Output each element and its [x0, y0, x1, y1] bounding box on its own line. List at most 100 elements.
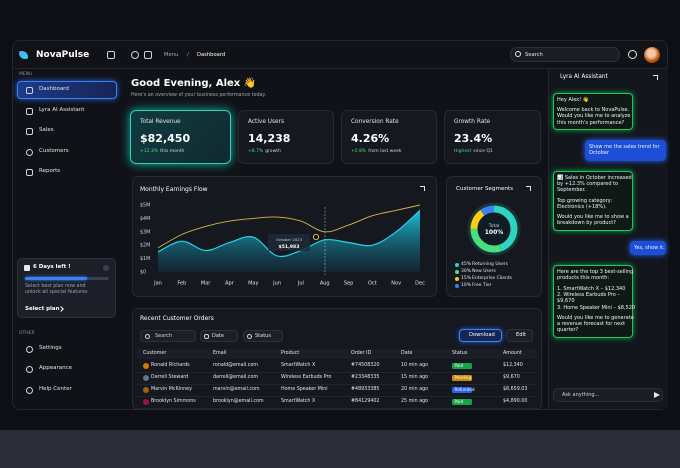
message-text: Welcome back to NovaPulse.	[557, 107, 630, 114]
kpi-label: Growth Rate	[454, 119, 491, 126]
legend-value: 15%	[461, 276, 472, 282]
chart-card	[132, 176, 437, 297]
kpi-note: from last week	[368, 149, 402, 155]
nav-item[interactable]: Appearance	[39, 365, 73, 372]
message-text: this month's performance?	[557, 119, 625, 126]
icon[interactable]	[26, 386, 33, 394]
table-search-placeholder[interactable]: Search	[155, 333, 173, 340]
message-text: September.	[557, 187, 586, 194]
status: Paid	[454, 363, 464, 369]
legend-value: 30%	[461, 269, 472, 275]
trial-text: unlock all special features	[25, 290, 88, 296]
message-text: products this month:	[557, 275, 610, 282]
breadcrumb[interactable]: Menu	[164, 51, 179, 58]
row-divider	[137, 408, 537, 409]
nav-item[interactable]: Reports	[39, 168, 61, 175]
search-placeholder[interactable]: Search	[525, 51, 543, 58]
icon[interactable]	[26, 168, 33, 176]
cell: Marvin McKinney	[151, 386, 192, 392]
divider	[12, 68, 668, 69]
filter[interactable]	[243, 330, 283, 342]
nav-item[interactable]: Settings	[39, 345, 62, 352]
cell: 25 min ago	[401, 398, 429, 404]
icon[interactable]	[628, 50, 637, 59]
message-text: October	[589, 150, 610, 157]
breadcrumb[interactable]: Dashboard	[197, 51, 226, 58]
status-pill	[452, 374, 472, 382]
nav-item[interactable]: Lyra AI Assistant	[39, 107, 85, 114]
kpi-card	[341, 110, 437, 164]
message-text: a revenue forecast for next	[557, 321, 626, 328]
icon[interactable]	[131, 51, 139, 59]
search-box[interactable]	[510, 47, 620, 62]
message-text: $9,670	[557, 298, 575, 305]
nav-item[interactable]: Customers	[39, 148, 69, 155]
close[interactable]	[103, 265, 109, 271]
icon[interactable]	[107, 51, 115, 59]
cell: #84129402	[351, 398, 380, 404]
icon[interactable]	[26, 365, 33, 373]
assistant-bubble	[553, 265, 633, 338]
edit-button[interactable]	[506, 329, 533, 342]
filter-label[interactable]: Date	[212, 333, 224, 340]
message-text: Hey Alex! 👋	[557, 96, 589, 103]
expand[interactable]	[526, 186, 531, 191]
user-bubble	[630, 240, 666, 256]
expand[interactable]	[420, 186, 425, 191]
column-header: Status	[452, 350, 468, 356]
customer-avatar	[143, 363, 149, 369]
download-button[interactable]	[459, 329, 502, 342]
assistant-title: Lyra AI Assistant	[560, 74, 608, 81]
badge	[24, 265, 30, 271]
assistant-bubble	[553, 170, 633, 231]
icon[interactable]	[26, 127, 33, 135]
message-text: 1. SmartWatch X – $12,340	[557, 285, 626, 292]
message-text: Would you like me to show a	[557, 214, 629, 221]
cell: ronald@email.com	[213, 362, 258, 368]
message-text: Show me the sales trend for	[589, 144, 660, 151]
edit-label[interactable]: Edit	[516, 332, 527, 339]
kpi-value: 23.4%	[454, 131, 493, 145]
kpi-delta: +0.8%	[351, 149, 367, 155]
chat-placeholder[interactable]: Ask anything...	[562, 391, 600, 398]
assistant-bubble	[553, 93, 633, 131]
kpi-value: $82,450	[140, 131, 191, 145]
nav-item[interactable]: Help Center	[39, 386, 72, 393]
filter[interactable]	[200, 330, 238, 342]
status-pill	[452, 398, 472, 406]
greeting-title: Good Evening, Alex 👋	[131, 78, 257, 90]
section-label: MENU	[19, 72, 33, 78]
table-header-bg	[137, 349, 537, 359]
trial-button[interactable]: Select plan	[25, 306, 60, 313]
kpi-label: Conversion Rate	[351, 119, 399, 126]
table-search[interactable]	[140, 330, 196, 342]
trial-title: 6 Days left !	[33, 264, 71, 271]
icon[interactable]	[26, 148, 33, 156]
icon[interactable]	[26, 345, 33, 353]
icon[interactable]	[26, 107, 33, 115]
cell: $8,659.03	[503, 386, 528, 392]
nav-item[interactable]: Sales	[39, 127, 54, 134]
cell: #74508320	[351, 362, 380, 368]
status-pill	[452, 362, 472, 370]
cell: SmartWatch X	[281, 398, 316, 404]
nav-item[interactable]: Dashboard	[39, 86, 69, 93]
kpi-note: this month	[160, 149, 185, 155]
download-label[interactable]: Download	[469, 332, 495, 339]
message-text: 2. Wireless Earbuds Pro –	[557, 291, 620, 298]
row-divider	[137, 372, 537, 373]
expand[interactable]	[653, 75, 658, 80]
brand: NovaPulse	[36, 50, 90, 61]
icon	[515, 51, 521, 57]
avatar[interactable]	[644, 47, 660, 63]
filter-label[interactable]: Status	[255, 333, 271, 340]
icon[interactable]	[26, 86, 33, 94]
icon[interactable]	[144, 51, 152, 59]
customer-avatar	[143, 387, 149, 393]
breadcrumb: /	[187, 51, 189, 58]
chat-input[interactable]	[553, 388, 663, 402]
send[interactable]	[654, 392, 660, 398]
message-text: Yes, show it.	[634, 244, 665, 251]
backdrop-strip	[0, 430, 680, 468]
